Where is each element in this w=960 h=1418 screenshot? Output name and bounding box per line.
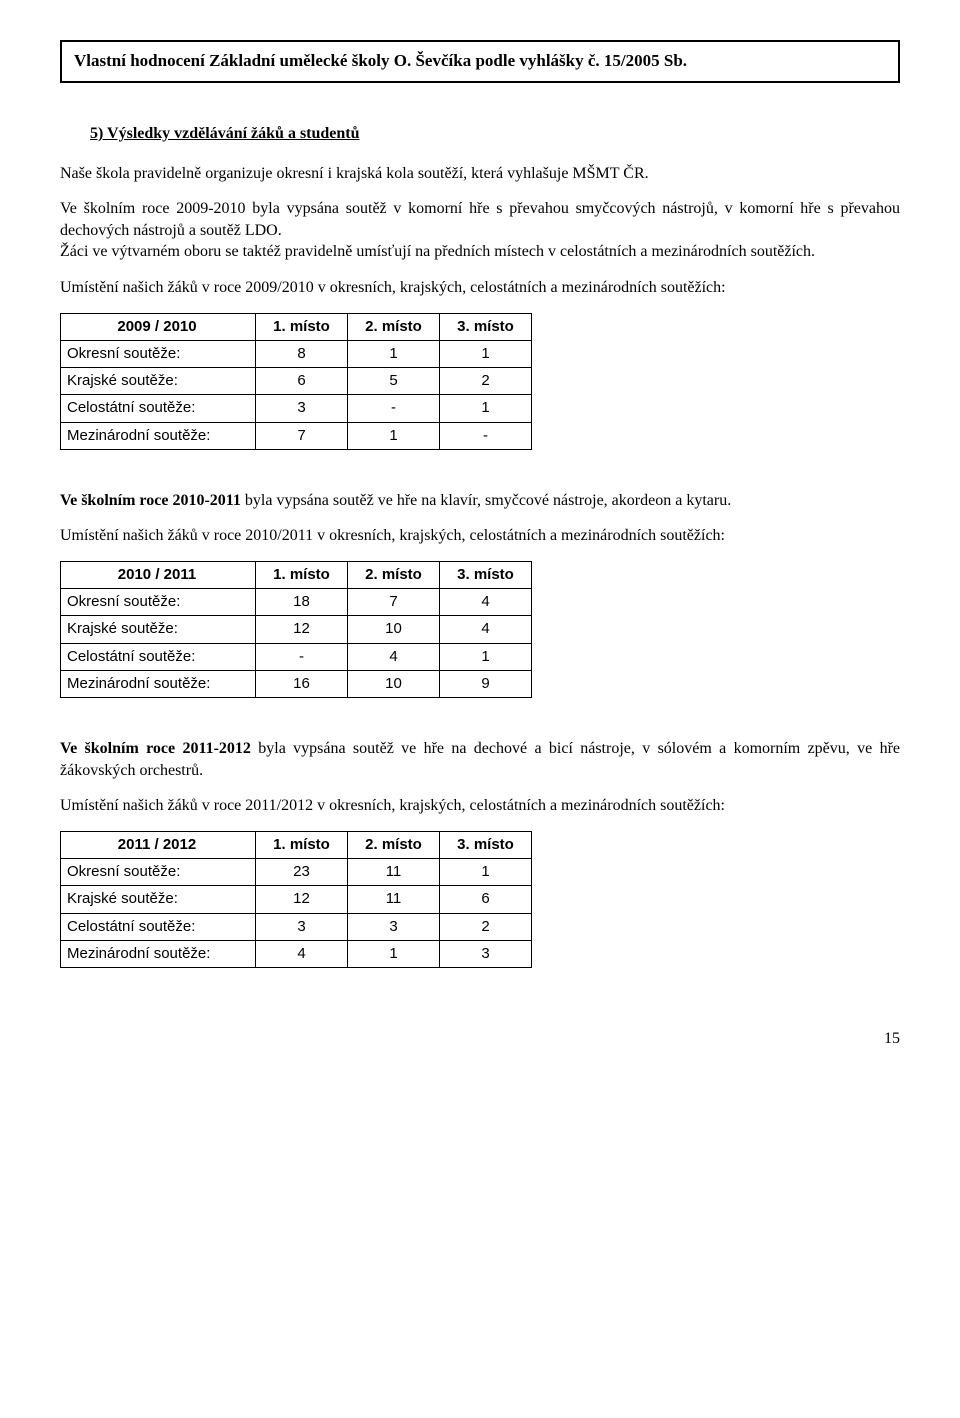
- row-label: Krajské soutěže:: [61, 886, 256, 913]
- table-cell: 9: [440, 670, 532, 697]
- column-header: 1. místo: [256, 561, 348, 588]
- row-label: Krajské soutěže:: [61, 368, 256, 395]
- row-label: Celostátní soutěže:: [61, 395, 256, 422]
- intro-paragraph-2b: Žáci ve výtvarném oboru se taktéž pravid…: [60, 243, 815, 260]
- table-cell: 7: [348, 589, 440, 616]
- table-cell: 12: [256, 886, 348, 913]
- table-cell: -: [348, 395, 440, 422]
- table-cell: 2: [440, 913, 532, 940]
- column-header: 3. místo: [440, 313, 532, 340]
- column-header: 3. místo: [440, 561, 532, 588]
- table-cell: 7: [256, 422, 348, 449]
- block2-paragraph: Ve školním roce 2010-2011 byla vypsána s…: [60, 490, 900, 512]
- table-cell: 4: [348, 643, 440, 670]
- table-cell: 11: [348, 886, 440, 913]
- year-header: 2010 / 2011: [61, 561, 256, 588]
- table-cell: 6: [256, 368, 348, 395]
- block3-paragraph: Ve školním roce 2011-2012 byla vypsána s…: [60, 738, 900, 781]
- column-header: 1. místo: [256, 313, 348, 340]
- table-cell: 5: [348, 368, 440, 395]
- table-cell: 4: [440, 616, 532, 643]
- column-header: 2. místo: [348, 313, 440, 340]
- row-label: Mezinárodní soutěže:: [61, 940, 256, 967]
- intro-paragraph-2: Ve školním roce 2009-2010 byla vypsána s…: [60, 198, 900, 263]
- table-cell: 1: [440, 340, 532, 367]
- row-label: Mezinárodní soutěže:: [61, 670, 256, 697]
- table-cell: 23: [256, 859, 348, 886]
- row-label: Mezinárodní soutěže:: [61, 422, 256, 449]
- row-label: Celostátní soutěže:: [61, 913, 256, 940]
- block3-bold: Ve školním roce 2011-2012: [60, 740, 251, 757]
- row-label: Celostátní soutěže:: [61, 643, 256, 670]
- table-cell: -: [256, 643, 348, 670]
- results-table: 2010 / 20111. místo2. místo3. místo Okres…: [60, 561, 532, 698]
- column-header: 2. místo: [348, 831, 440, 858]
- table-cell: 3: [256, 913, 348, 940]
- table-cell: 4: [256, 940, 348, 967]
- row-label: Krajské soutěže:: [61, 616, 256, 643]
- table-cell: 1: [348, 422, 440, 449]
- document-header: Vlastní hodnocení Základní umělecké škol…: [60, 40, 900, 83]
- header-title: Vlastní hodnocení Základní umělecké škol…: [74, 51, 687, 70]
- table-cell: 1: [440, 395, 532, 422]
- table-cell: 3: [256, 395, 348, 422]
- table-cell: 3: [440, 940, 532, 967]
- section-heading: 5) Výsledky vzdělávání žáků a studentů: [90, 123, 900, 145]
- table-cell: -: [440, 422, 532, 449]
- table-cell: 11: [348, 859, 440, 886]
- results-table: 2011 / 20121. místo2. místo3. místo Okres…: [60, 831, 532, 968]
- table-cell: 18: [256, 589, 348, 616]
- table-cell: 6: [440, 886, 532, 913]
- row-label: Okresní soutěže:: [61, 589, 256, 616]
- year-header: 2009 / 2010: [61, 313, 256, 340]
- block2-rest: byla vypsána soutěž ve hře na klavír, sm…: [241, 492, 731, 509]
- table2-intro: Umístění našich žáků v roce 2010/2011 v …: [60, 525, 900, 547]
- intro-paragraph-2a: Ve školním roce 2009-2010 byla vypsána s…: [60, 200, 900, 239]
- column-header: 1. místo: [256, 831, 348, 858]
- table-cell: 10: [348, 670, 440, 697]
- column-header: 2. místo: [348, 561, 440, 588]
- table-cell: 1: [440, 859, 532, 886]
- table-cell: 1: [348, 940, 440, 967]
- page-number: 15: [60, 1028, 900, 1050]
- table3-intro: Umístění našich žáků v roce 2011/2012 v …: [60, 795, 900, 817]
- results-table: 2009 / 20101. místo2. místo3. místo Okres…: [60, 313, 532, 450]
- table-cell: 4: [440, 589, 532, 616]
- table-cell: 12: [256, 616, 348, 643]
- row-label: Okresní soutěže:: [61, 340, 256, 367]
- year-header: 2011 / 2012: [61, 831, 256, 858]
- table-cell: 16: [256, 670, 348, 697]
- column-header: 3. místo: [440, 831, 532, 858]
- table-cell: 2: [440, 368, 532, 395]
- table-cell: 1: [348, 340, 440, 367]
- table-cell: 3: [348, 913, 440, 940]
- block2-bold: Ve školním roce 2010-2011: [60, 492, 241, 509]
- table-cell: 10: [348, 616, 440, 643]
- row-label: Okresní soutěže:: [61, 859, 256, 886]
- intro-paragraph-1: Naše škola pravidelně organizuje okresní…: [60, 163, 900, 185]
- table-cell: 1: [440, 643, 532, 670]
- table-cell: 8: [256, 340, 348, 367]
- table1-intro: Umístění našich žáků v roce 2009/2010 v …: [60, 277, 900, 299]
